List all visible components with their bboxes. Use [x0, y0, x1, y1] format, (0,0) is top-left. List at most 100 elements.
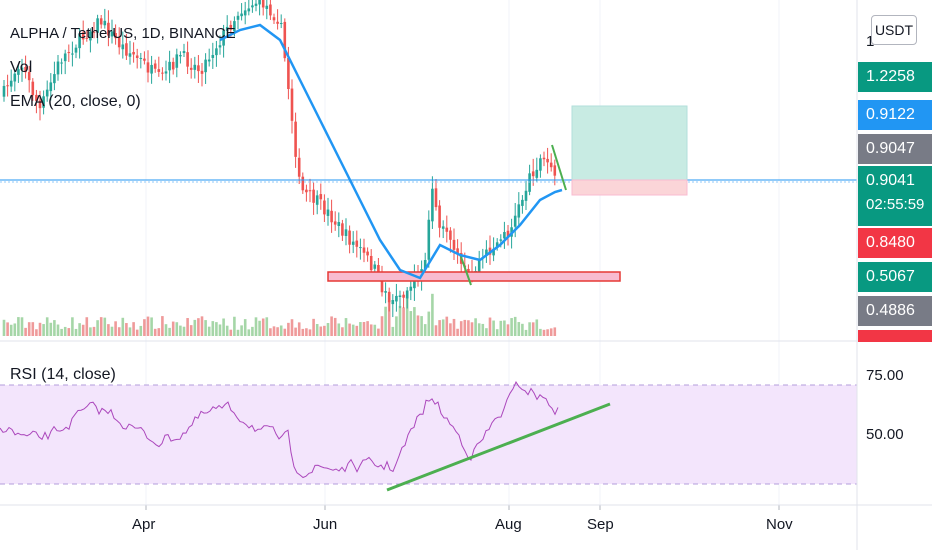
volume-bar: [146, 316, 150, 336]
volume-bar: [139, 325, 143, 336]
volume-bar: [128, 327, 132, 336]
volume-bar: [369, 324, 373, 336]
volume-bar: [60, 328, 63, 336]
candle-body: [211, 54, 215, 58]
candle-body: [452, 239, 456, 250]
candle-body: [186, 52, 189, 67]
volume-bar: [470, 322, 474, 336]
volume-bar: [387, 297, 391, 336]
candle-body: [467, 268, 470, 273]
rsi-legend[interactable]: RSI (14, close): [10, 366, 116, 383]
candle-body: [445, 227, 449, 232]
candle-body: [513, 215, 517, 227]
volume-bar: [103, 317, 107, 336]
volume-bar: [395, 316, 398, 336]
volume-bar: [38, 322, 42, 336]
candle-body: [150, 64, 153, 74]
volume-bar: [521, 323, 524, 336]
volume-bar: [24, 327, 27, 336]
time-label-nov: Nov: [766, 516, 793, 533]
volume-bar: [218, 324, 222, 336]
candle-body: [276, 21, 279, 24]
candle-body: [200, 70, 204, 74]
candle-body: [441, 226, 445, 229]
candle-body: [2, 85, 6, 97]
candle-body: [45, 89, 49, 97]
symbol-legend[interactable]: ALPHA / TetherUS, 1D, BINANCE: [10, 25, 236, 42]
volume-bar: [6, 322, 9, 336]
candle-body: [506, 230, 510, 238]
volume-bar: [492, 320, 495, 336]
volume-legend[interactable]: Vol: [10, 59, 33, 76]
candle-body: [38, 100, 42, 109]
volume-bar: [45, 317, 49, 336]
ema-legend[interactable]: EMA (20, close, 0): [10, 93, 141, 110]
support-zone: [327, 271, 621, 282]
time-label-apr: Apr: [132, 516, 156, 533]
candle-body: [423, 259, 427, 270]
volume-bar: [384, 306, 387, 336]
candle-body: [215, 48, 218, 56]
currency-button[interactable]: USDT: [871, 15, 917, 45]
volume-bar: [96, 320, 99, 336]
candle-body: [395, 295, 398, 302]
volume-bar: [474, 318, 477, 336]
volume-bar: [359, 322, 362, 336]
candle-body: [81, 32, 85, 40]
volume-bar: [409, 311, 413, 336]
candle-body: [438, 205, 441, 228]
volume-bar: [351, 324, 355, 336]
volume-bar: [81, 324, 85, 336]
candle-body: [243, 10, 247, 16]
volume-bar: [499, 320, 503, 336]
volume-bar: [161, 316, 164, 336]
candle-body: [517, 204, 521, 218]
time-label-jun: Jun: [313, 516, 338, 533]
time-label-aug: Aug: [495, 516, 522, 533]
candle-body: [204, 59, 207, 73]
volume-bar: [297, 322, 301, 336]
candle-body: [377, 265, 380, 273]
candle-body: [99, 18, 103, 25]
candle-body: [521, 199, 524, 206]
candle-body: [405, 290, 409, 299]
candle-body: [247, 8, 251, 12]
volume-bar: [405, 295, 409, 336]
bar-countdown: 02:55:59: [866, 196, 925, 213]
candle-body: [114, 33, 117, 39]
volume-bar: [179, 325, 182, 336]
volume-bar: [477, 323, 481, 336]
time-label-sep: Sep: [587, 516, 614, 533]
volume-bar: [524, 329, 528, 336]
volume-bar: [423, 324, 427, 336]
volume-bar: [215, 322, 218, 336]
volume-bar: [398, 305, 402, 336]
candle-body: [89, 31, 92, 41]
candle-body: [305, 189, 308, 193]
candle-body: [143, 58, 146, 61]
drawings[interactable]: [0, 105, 857, 286]
candle-body: [67, 52, 71, 54]
volume-bar: [431, 293, 434, 336]
candle-body: [179, 55, 182, 57]
volume-bar: [200, 316, 204, 336]
volume-bar: [341, 327, 344, 336]
volume-bar: [258, 320, 261, 336]
volume-bar: [305, 328, 308, 336]
price-scale-label: 1: [866, 33, 875, 50]
volume-bar: [283, 328, 287, 336]
candle-body: [6, 85, 9, 87]
volume-bar: [456, 328, 459, 336]
candle-body: [27, 71, 31, 81]
candle-body: [449, 230, 452, 240]
volume-bar: [348, 323, 351, 336]
volume-bar: [247, 329, 251, 336]
volume-bar: [312, 318, 315, 336]
target-zone: [571, 105, 688, 181]
candle-body: [110, 31, 114, 37]
volume-bar: [531, 322, 535, 336]
candle-body: [351, 241, 355, 245]
candle-body: [369, 255, 373, 271]
candle-body: [380, 271, 384, 293]
